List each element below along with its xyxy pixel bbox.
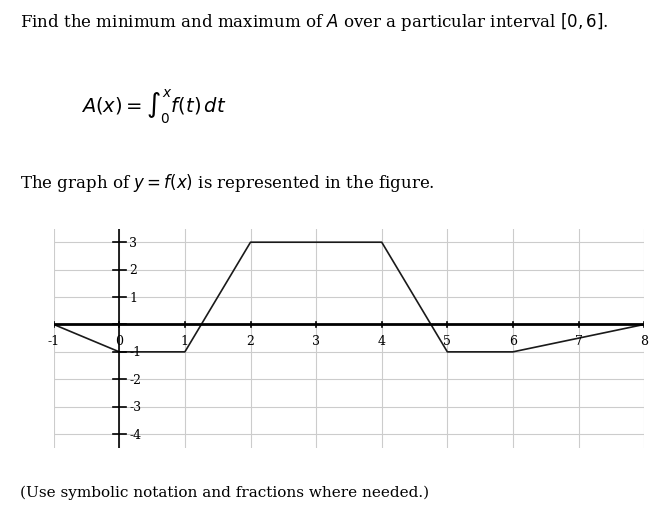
Text: 3: 3 xyxy=(129,236,137,249)
Text: 6: 6 xyxy=(509,334,517,347)
Text: 2: 2 xyxy=(246,334,254,347)
Text: Find the minimum and maximum of $A$ over a particular interval $[0, 6]$.: Find the minimum and maximum of $A$ over… xyxy=(20,11,609,34)
Text: $A(x) = \int_0^x f(t)\, dt$: $A(x) = \int_0^x f(t)\, dt$ xyxy=(81,87,226,125)
Text: 3: 3 xyxy=(312,334,320,347)
Text: -3: -3 xyxy=(129,401,142,413)
Text: -2: -2 xyxy=(129,373,141,386)
Text: 1: 1 xyxy=(181,334,189,347)
Text: -1: -1 xyxy=(129,346,142,359)
Text: 4: 4 xyxy=(378,334,386,347)
Text: -4: -4 xyxy=(129,428,142,441)
Text: (Use symbolic notation and fractions where needed.): (Use symbolic notation and fractions whe… xyxy=(20,485,429,499)
Text: 1: 1 xyxy=(129,291,137,304)
Text: 8: 8 xyxy=(640,334,648,347)
Text: 5: 5 xyxy=(444,334,452,347)
Text: 7: 7 xyxy=(574,334,582,347)
Text: -1: -1 xyxy=(48,334,60,347)
Text: 2: 2 xyxy=(129,264,137,276)
Text: 0: 0 xyxy=(115,334,123,347)
Text: The graph of $y = f(x)$ is represented in the figure.: The graph of $y = f(x)$ is represented i… xyxy=(20,172,435,194)
